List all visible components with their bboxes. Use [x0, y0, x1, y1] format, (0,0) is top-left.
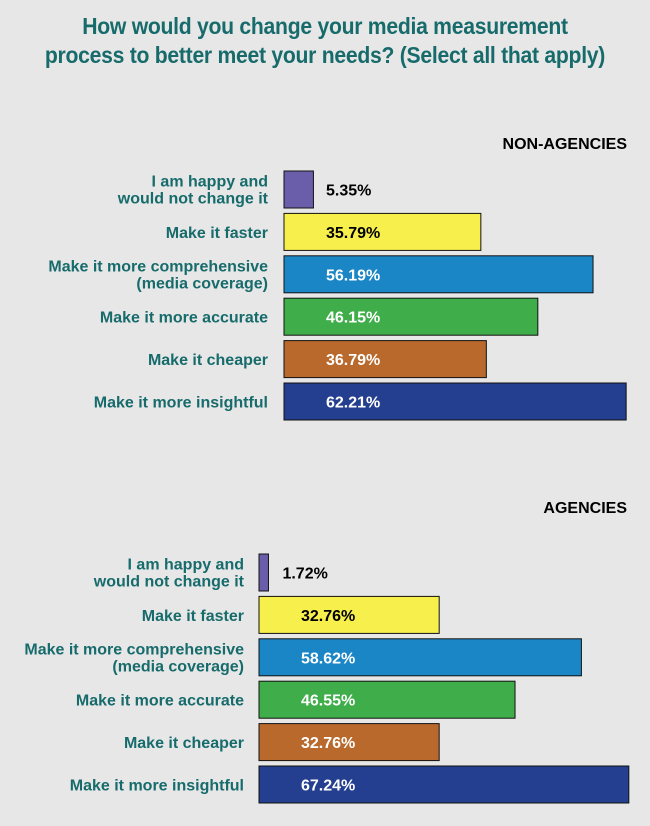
non-agencies-category-label: Make it more accurate [100, 310, 268, 327]
non-agencies-bar [283, 297, 539, 336]
agencies-category-label: Make it faster [142, 608, 244, 625]
non-agencies-value-label: 36.79% [326, 352, 380, 369]
non-agencies-value-label: 56.19% [326, 267, 380, 284]
non-agencies-value-label: 5.35% [326, 183, 371, 200]
non-agencies-category-label: would not change it [117, 191, 269, 208]
agencies-category-label: Make it more insightful [70, 778, 244, 795]
agencies-value-label: 1.72% [282, 566, 327, 583]
agencies-value-label: 32.76% [301, 608, 355, 625]
non-agencies-bar [283, 340, 487, 379]
agencies-category-label: I am happy and [128, 557, 244, 574]
agencies-category-label: Make it cheaper [124, 735, 244, 752]
non-agencies-category-label: Make it more insightful [94, 395, 268, 412]
agencies-bar [258, 553, 269, 592]
non-agencies-category-label: Make it faster [166, 225, 268, 242]
non-agencies-bar [283, 170, 314, 209]
non-agencies-value-label: 35.79% [326, 225, 380, 242]
chart-title: How would you change your media measurem… [26, 12, 624, 70]
agencies-title: AGENCIES [543, 500, 627, 517]
non-agencies-category-label: I am happy and [152, 174, 268, 191]
non-agencies-value-label: 62.21% [326, 395, 380, 412]
agencies-bar [258, 765, 630, 804]
non-agencies-value-label: 46.15% [326, 310, 380, 327]
non-agencies-bar [283, 212, 482, 251]
agencies-value-label: 32.76% [301, 735, 355, 752]
agencies-value-label: 58.62% [301, 650, 355, 667]
non-agencies-category-label: (media coverage) [136, 275, 268, 292]
chart-title-line-2: process to better meet your needs? (Sele… [44, 42, 606, 68]
agencies-category-label: Make it more comprehensive [24, 641, 244, 658]
non-agencies-category-label: Make it more comprehensive [48, 258, 268, 275]
non-agencies-bar [283, 382, 627, 421]
non-agencies-title: NON-AGENCIES [503, 136, 628, 153]
non-agencies-category-label: Make it cheaper [148, 352, 268, 369]
agencies-category-label: would not change it [93, 574, 245, 591]
agencies-value-label: 67.24% [301, 778, 355, 795]
agencies-bar [258, 680, 516, 719]
agencies-category-label: Make it more accurate [76, 693, 244, 710]
agencies-bar [258, 638, 582, 677]
agencies-bar [258, 595, 440, 634]
agencies-category-label: (media coverage) [112, 658, 244, 675]
non-agencies-bar [283, 255, 594, 294]
agencies-bar [258, 723, 440, 762]
agencies-value-label: 46.55% [301, 693, 355, 710]
chart-title-line-1: How would you change your media measurem… [82, 13, 568, 39]
